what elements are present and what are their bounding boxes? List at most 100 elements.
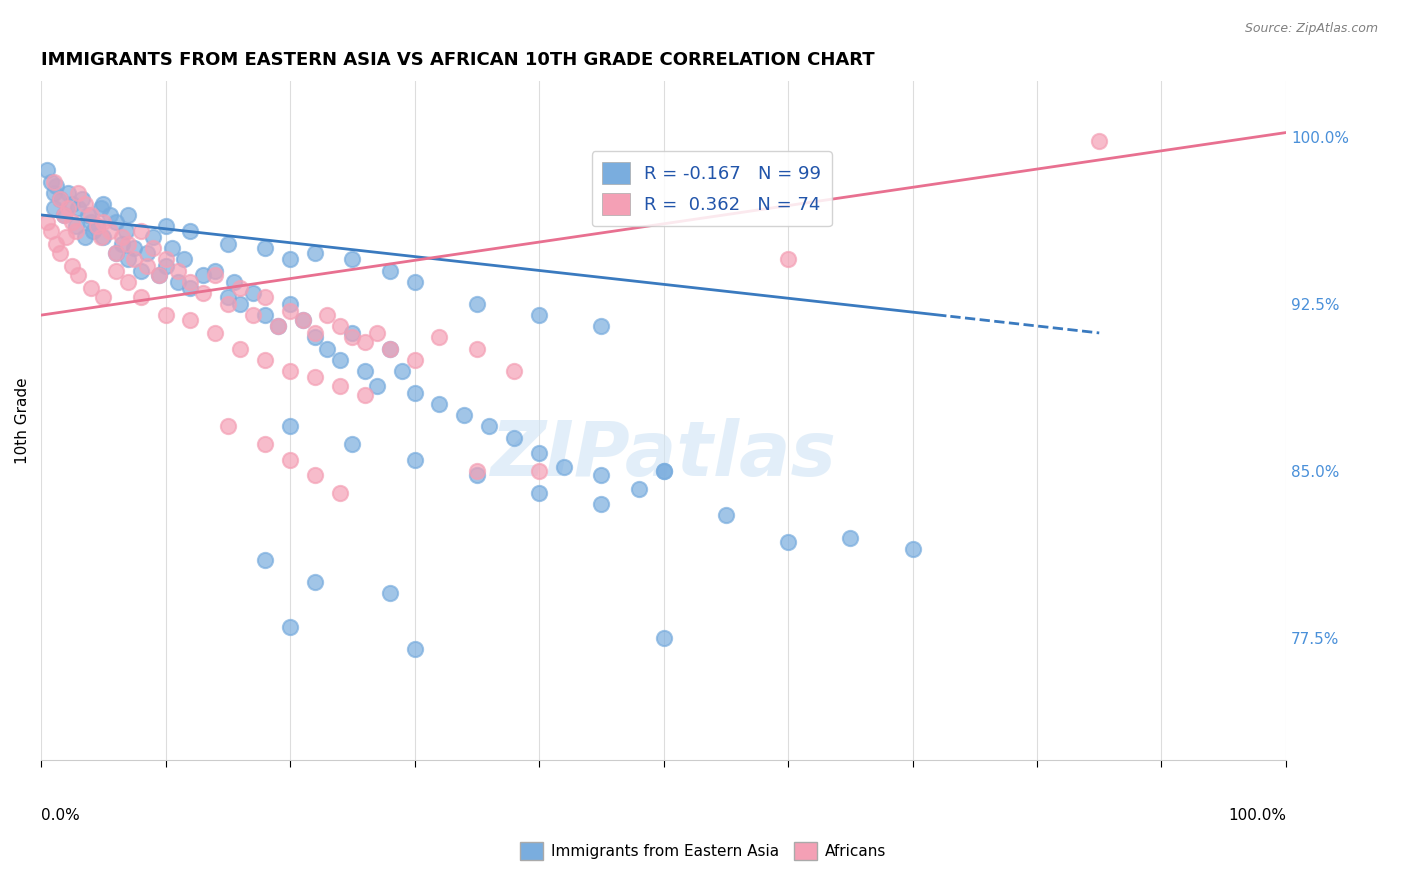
- Point: [503, 431, 526, 445]
- Point: [278, 303, 301, 318]
- Point: [329, 379, 352, 393]
- Point: [222, 275, 245, 289]
- Point: [378, 586, 401, 600]
- Point: [453, 409, 475, 423]
- Point: [329, 486, 352, 500]
- Point: [167, 275, 190, 289]
- Point: [49, 192, 72, 206]
- Point: [111, 236, 134, 251]
- Point: [86, 219, 108, 233]
- Point: [93, 214, 115, 228]
- Point: [93, 230, 115, 244]
- Point: [104, 214, 127, 228]
- Point: [217, 419, 239, 434]
- Point: [58, 201, 80, 215]
- Point: [160, 241, 183, 255]
- Point: [60, 196, 83, 211]
- Point: [429, 397, 451, 411]
- Point: [254, 290, 277, 304]
- Point: [652, 464, 675, 478]
- Point: [191, 268, 214, 282]
- Point: [278, 297, 301, 311]
- Point: [179, 223, 201, 237]
- Point: [124, 252, 146, 267]
- Point: [117, 275, 139, 289]
- Point: [148, 268, 170, 282]
- Point: [553, 459, 575, 474]
- Point: [37, 163, 59, 178]
- Point: [304, 326, 326, 340]
- Point: [135, 259, 157, 273]
- Point: [254, 437, 277, 451]
- Point: [404, 453, 426, 467]
- Point: [366, 379, 388, 393]
- Point: [98, 208, 121, 222]
- Point: [80, 281, 103, 295]
- Legend: R = -0.167   N = 99, R =  0.362   N = 74: R = -0.167 N = 99, R = 0.362 N = 74: [592, 152, 832, 227]
- Point: [404, 352, 426, 367]
- Point: [527, 308, 550, 322]
- Point: [366, 326, 388, 340]
- Point: [73, 230, 96, 244]
- Point: [67, 268, 90, 282]
- Point: [45, 179, 67, 194]
- Point: [404, 275, 426, 289]
- Point: [254, 352, 277, 367]
- Point: [266, 319, 288, 334]
- Point: [124, 241, 146, 255]
- Point: [353, 388, 375, 402]
- Point: [42, 201, 65, 215]
- Point: [217, 297, 239, 311]
- Point: [278, 419, 301, 434]
- Text: Source: ZipAtlas.com: Source: ZipAtlas.com: [1244, 22, 1378, 36]
- Point: [65, 219, 87, 233]
- Point: [465, 297, 488, 311]
- Point: [591, 319, 613, 334]
- Point: [70, 192, 93, 206]
- Point: [217, 290, 239, 304]
- Point: [342, 252, 364, 267]
- Point: [37, 214, 59, 228]
- Point: [527, 446, 550, 460]
- Text: ZIPatlas: ZIPatlas: [491, 417, 837, 491]
- Point: [465, 468, 488, 483]
- Point: [353, 364, 375, 378]
- Point: [58, 186, 80, 200]
- Point: [80, 208, 103, 222]
- Point: [60, 259, 83, 273]
- Point: [104, 245, 127, 260]
- Point: [217, 236, 239, 251]
- Point: [378, 263, 401, 277]
- Point: [278, 252, 301, 267]
- Point: [204, 326, 226, 340]
- Point: [104, 263, 127, 277]
- Point: [478, 419, 501, 434]
- Point: [117, 236, 139, 251]
- Point: [179, 312, 201, 326]
- Point: [52, 208, 75, 222]
- Point: [65, 223, 87, 237]
- Point: [42, 175, 65, 189]
- Point: [67, 201, 90, 215]
- Point: [404, 642, 426, 657]
- Point: [291, 312, 314, 326]
- Point: [353, 334, 375, 349]
- Point: [391, 364, 413, 378]
- Point: [714, 508, 737, 523]
- Point: [114, 223, 136, 237]
- Point: [304, 330, 326, 344]
- Point: [39, 223, 62, 237]
- Point: [49, 245, 72, 260]
- Point: [304, 468, 326, 483]
- Point: [52, 208, 75, 222]
- Point: [652, 464, 675, 478]
- Point: [329, 319, 352, 334]
- Point: [229, 342, 252, 356]
- Y-axis label: 10th Grade: 10th Grade: [15, 377, 30, 464]
- Point: [93, 196, 115, 211]
- Point: [129, 223, 152, 237]
- Point: [173, 252, 195, 267]
- Point: [86, 219, 108, 233]
- Point: [204, 263, 226, 277]
- Point: [776, 535, 799, 549]
